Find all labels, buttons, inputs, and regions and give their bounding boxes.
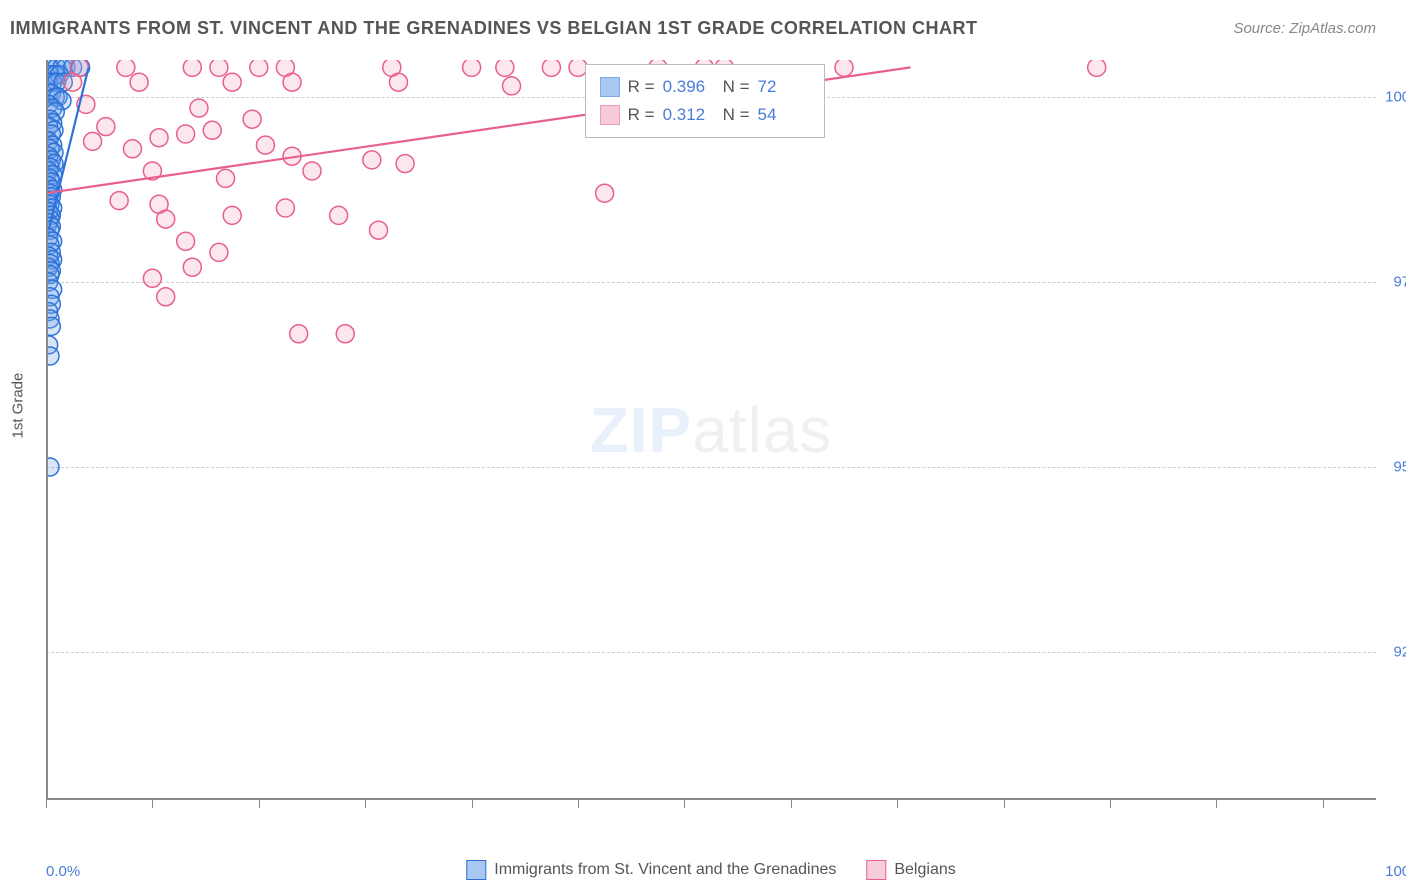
stat-r-label: R = [628, 105, 655, 125]
y-tick-label: 95.0% [1393, 459, 1406, 476]
stat-r-value: 0.312 [663, 105, 715, 125]
stat-n-label: N = [723, 105, 750, 125]
data-point [243, 110, 261, 128]
stat-n-value: 54 [758, 105, 810, 125]
x-tick [365, 800, 366, 808]
x-tick-label: 100.0% [1385, 863, 1406, 880]
stat-r-label: R = [628, 77, 655, 97]
data-point [256, 136, 274, 154]
stat-n-label: N = [723, 77, 750, 97]
data-point [330, 206, 348, 224]
x-tick [1110, 800, 1111, 808]
legend-swatch [866, 860, 886, 880]
legend-label: Immigrants from St. Vincent and the Gren… [494, 861, 836, 879]
data-point [596, 184, 614, 202]
data-point [110, 192, 128, 210]
stat-swatch [600, 105, 620, 125]
y-axis-line [46, 60, 48, 800]
data-point [303, 162, 321, 180]
data-point [190, 99, 208, 117]
data-point [496, 60, 514, 76]
data-point [542, 60, 560, 76]
data-point [223, 73, 241, 91]
data-point [336, 325, 354, 343]
data-point [84, 132, 102, 150]
x-tick [1004, 800, 1005, 808]
x-tick [897, 800, 898, 808]
data-point [389, 73, 407, 91]
data-point [835, 60, 853, 76]
data-point [210, 60, 228, 76]
stat-row: R = 0.396 N = 72 [600, 73, 810, 101]
chart-title: IMMIGRANTS FROM ST. VINCENT AND THE GREN… [10, 18, 978, 39]
data-point [370, 221, 388, 239]
data-point [177, 125, 195, 143]
source-label: Source: ZipAtlas.com [1233, 20, 1376, 37]
stat-swatch [600, 77, 620, 97]
legend-item: Belgians [866, 860, 955, 880]
stat-row: R = 0.312 N = 54 [600, 101, 810, 129]
scatter-plot [46, 60, 1376, 800]
data-point [223, 206, 241, 224]
data-point [396, 155, 414, 173]
x-tick [152, 800, 153, 808]
legend-label: Belgians [894, 861, 955, 879]
data-point [64, 73, 82, 91]
data-point [463, 60, 481, 76]
data-point [203, 121, 221, 139]
data-point [157, 210, 175, 228]
y-axis-label: 1st Grade [10, 373, 27, 439]
data-point [503, 77, 521, 95]
data-point [143, 269, 161, 287]
legend-item: Immigrants from St. Vincent and the Gren… [466, 860, 836, 880]
header: IMMIGRANTS FROM ST. VINCENT AND THE GREN… [0, 0, 1406, 49]
legend-swatch [466, 860, 486, 880]
data-point [117, 60, 135, 76]
data-point [217, 169, 235, 187]
y-tick-label: 100.0% [1385, 89, 1406, 106]
data-point [290, 325, 308, 343]
data-point [363, 151, 381, 169]
data-point [1088, 60, 1106, 76]
data-point [210, 243, 228, 261]
x-tick [46, 800, 47, 808]
x-tick-label: 0.0% [46, 863, 80, 880]
data-point [183, 60, 201, 76]
y-tick-label: 97.5% [1393, 274, 1406, 291]
x-tick [259, 800, 260, 808]
stat-n-value: 72 [758, 77, 810, 97]
stat-r-value: 0.396 [663, 77, 715, 97]
data-point [283, 73, 301, 91]
stat-box: R = 0.396 N = 72 R = 0.312 N = 54 [585, 64, 825, 138]
x-tick [472, 800, 473, 808]
data-point [177, 232, 195, 250]
data-point [150, 129, 168, 147]
y-tick-label: 92.5% [1393, 644, 1406, 661]
data-point [157, 288, 175, 306]
x-axis-line [46, 798, 1376, 800]
data-point [97, 118, 115, 136]
data-point [250, 60, 268, 76]
x-tick [1323, 800, 1324, 808]
x-tick [791, 800, 792, 808]
x-tick [1216, 800, 1217, 808]
legend: Immigrants from St. Vincent and the Gren… [466, 860, 955, 880]
data-point [130, 73, 148, 91]
x-tick [578, 800, 579, 808]
chart-area: ZIPatlas 1st Grade 92.5%95.0%97.5%100.0%… [46, 60, 1376, 800]
x-tick [684, 800, 685, 808]
data-point [183, 258, 201, 276]
data-point [46, 317, 60, 335]
data-point [123, 140, 141, 158]
data-point [276, 199, 294, 217]
